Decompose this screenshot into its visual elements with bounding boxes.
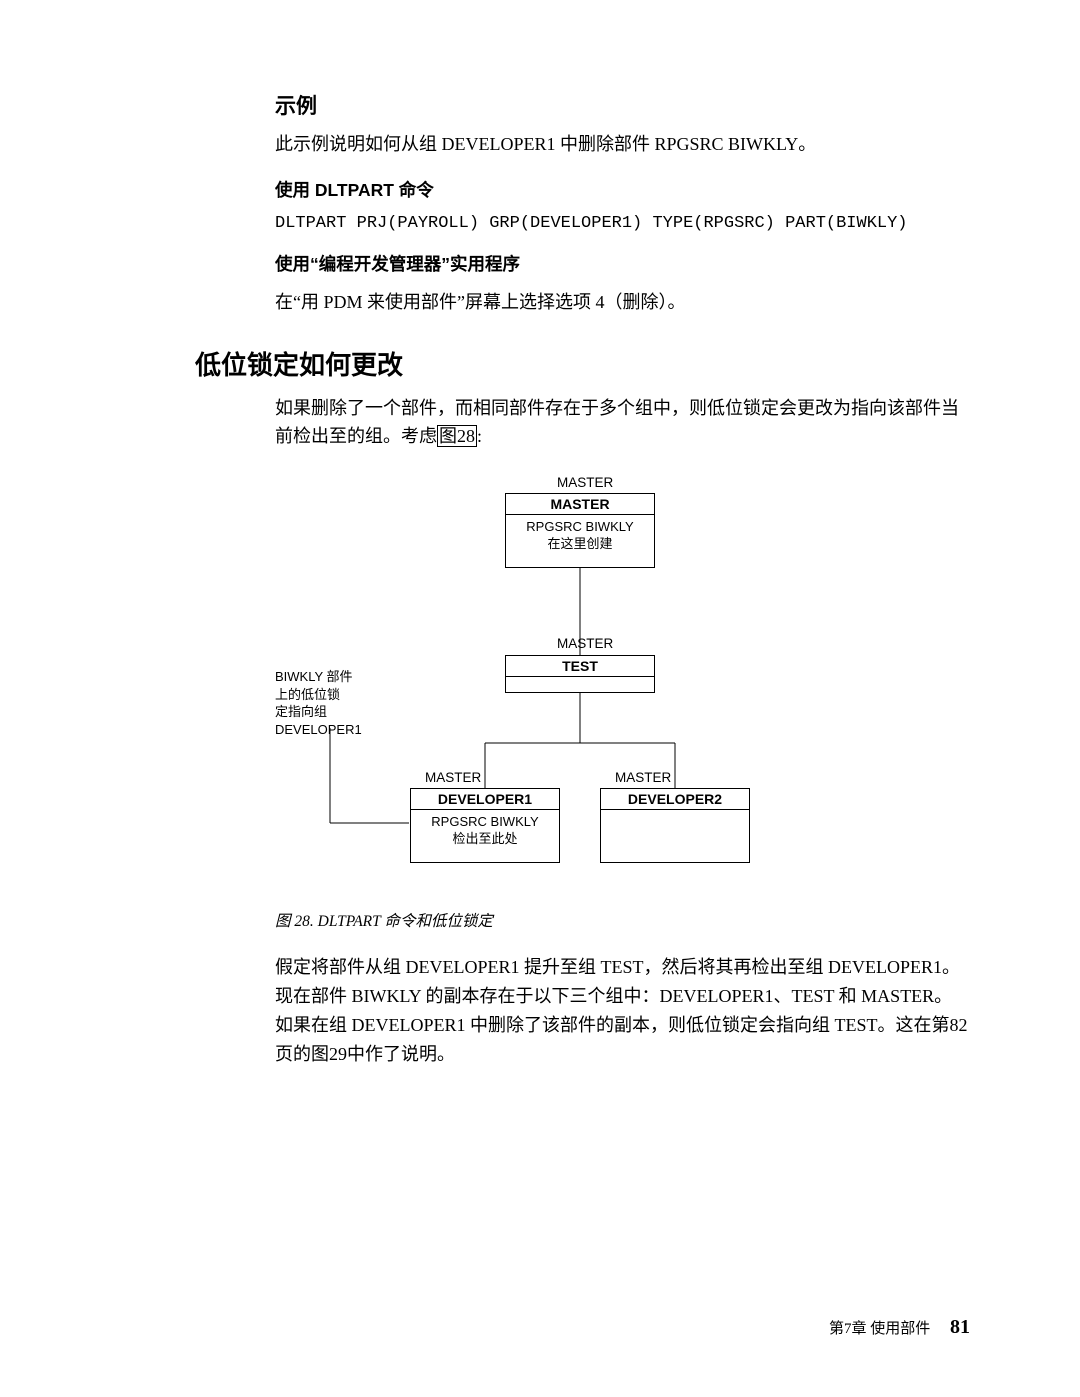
box-master: MASTER RPGSRC BIWKLY 在这里创建 xyxy=(505,493,655,568)
box-master-title: MASTER xyxy=(506,494,654,515)
figure-caption: 图 28. DLTPART 命令和低位锁定 xyxy=(275,909,970,931)
box-master-body: RPGSRC BIWKLY 在这里创建 xyxy=(506,515,654,557)
label-master-mid: MASTER xyxy=(557,636,613,651)
box-dev1-line1: RPGSRC BIWKLY xyxy=(413,814,557,831)
label-master-top: MASTER xyxy=(557,475,613,490)
lowlock-para2: 假定将部件从组 DEVELOPER1 提升至组 TEST，然后将其再检出至组 D… xyxy=(275,953,970,1068)
box-master-line1: RPGSRC BIWKLY xyxy=(508,519,652,536)
box-dev1-title: DEVELOPER1 xyxy=(411,789,559,810)
box-master-line2: 在这里创建 xyxy=(508,536,652,553)
box-developer1: DEVELOPER1 RPGSRC BIWKLY 检出至此处 xyxy=(410,788,560,863)
heading-example: 示例 xyxy=(275,90,970,120)
page: 示例 此示例说明如何从组 DEVELOPER1 中删除部件 RPGSRC BIW… xyxy=(0,0,1080,1397)
heading-lowlock: 低位锁定如何更改 xyxy=(195,345,970,382)
code-dltpart: DLTPART PRJ(PAYROLL) GRP(DEVELOPER1) TYP… xyxy=(275,214,970,233)
subheading-pdm: 使用“编程开发管理器”实用程序 xyxy=(275,251,970,276)
diagram-side-note: BIWKLY 部件 上的低位锁 定指向组 DEVELOPER1 xyxy=(275,668,362,738)
box-dev1-body: RPGSRC BIWKLY 检出至此处 xyxy=(411,810,559,852)
box-test-title: TEST xyxy=(506,656,654,677)
figure-ref-link[interactable]: 图28 xyxy=(437,425,477,447)
figure-28-diagram: MASTER MASTER RPGSRC BIWKLY 在这里创建 MASTER… xyxy=(275,473,955,903)
footer-page-number: 81 xyxy=(950,1316,970,1338)
lowlock-intro: 如果删除了一个部件，而相同部件存在于多个组中，则低位锁定会更改为指向该部件当前检… xyxy=(275,394,970,452)
footer-chapter: 第7章 使用部件 xyxy=(829,1321,930,1337)
box-dev2-title: DEVELOPER2 xyxy=(601,789,749,810)
label-master-left: MASTER xyxy=(425,770,481,785)
lowlock-intro-b: : xyxy=(477,426,482,446)
box-test-body xyxy=(506,677,654,689)
box-dev1-line2: 检出至此处 xyxy=(413,831,557,848)
lowlock-intro-a: 如果删除了一个部件，而相同部件存在于多个组中，则低位锁定会更改为指向该部件当前检… xyxy=(275,398,959,447)
pdm-text: 在“用 PDM 来使用部件”屏幕上选择选项 4（删除）。 xyxy=(275,288,970,317)
box-developer2: DEVELOPER2 xyxy=(600,788,750,863)
page-footer: 第7章 使用部件 81 xyxy=(829,1316,970,1339)
box-test: TEST xyxy=(505,655,655,693)
label-master-right: MASTER xyxy=(615,770,671,785)
box-dev2-body xyxy=(601,810,749,818)
example-intro: 此示例说明如何从组 DEVELOPER1 中删除部件 RPGSRC BIWKLY… xyxy=(275,130,970,159)
subheading-dltpart: 使用 DLTPART 命令 xyxy=(275,177,970,202)
